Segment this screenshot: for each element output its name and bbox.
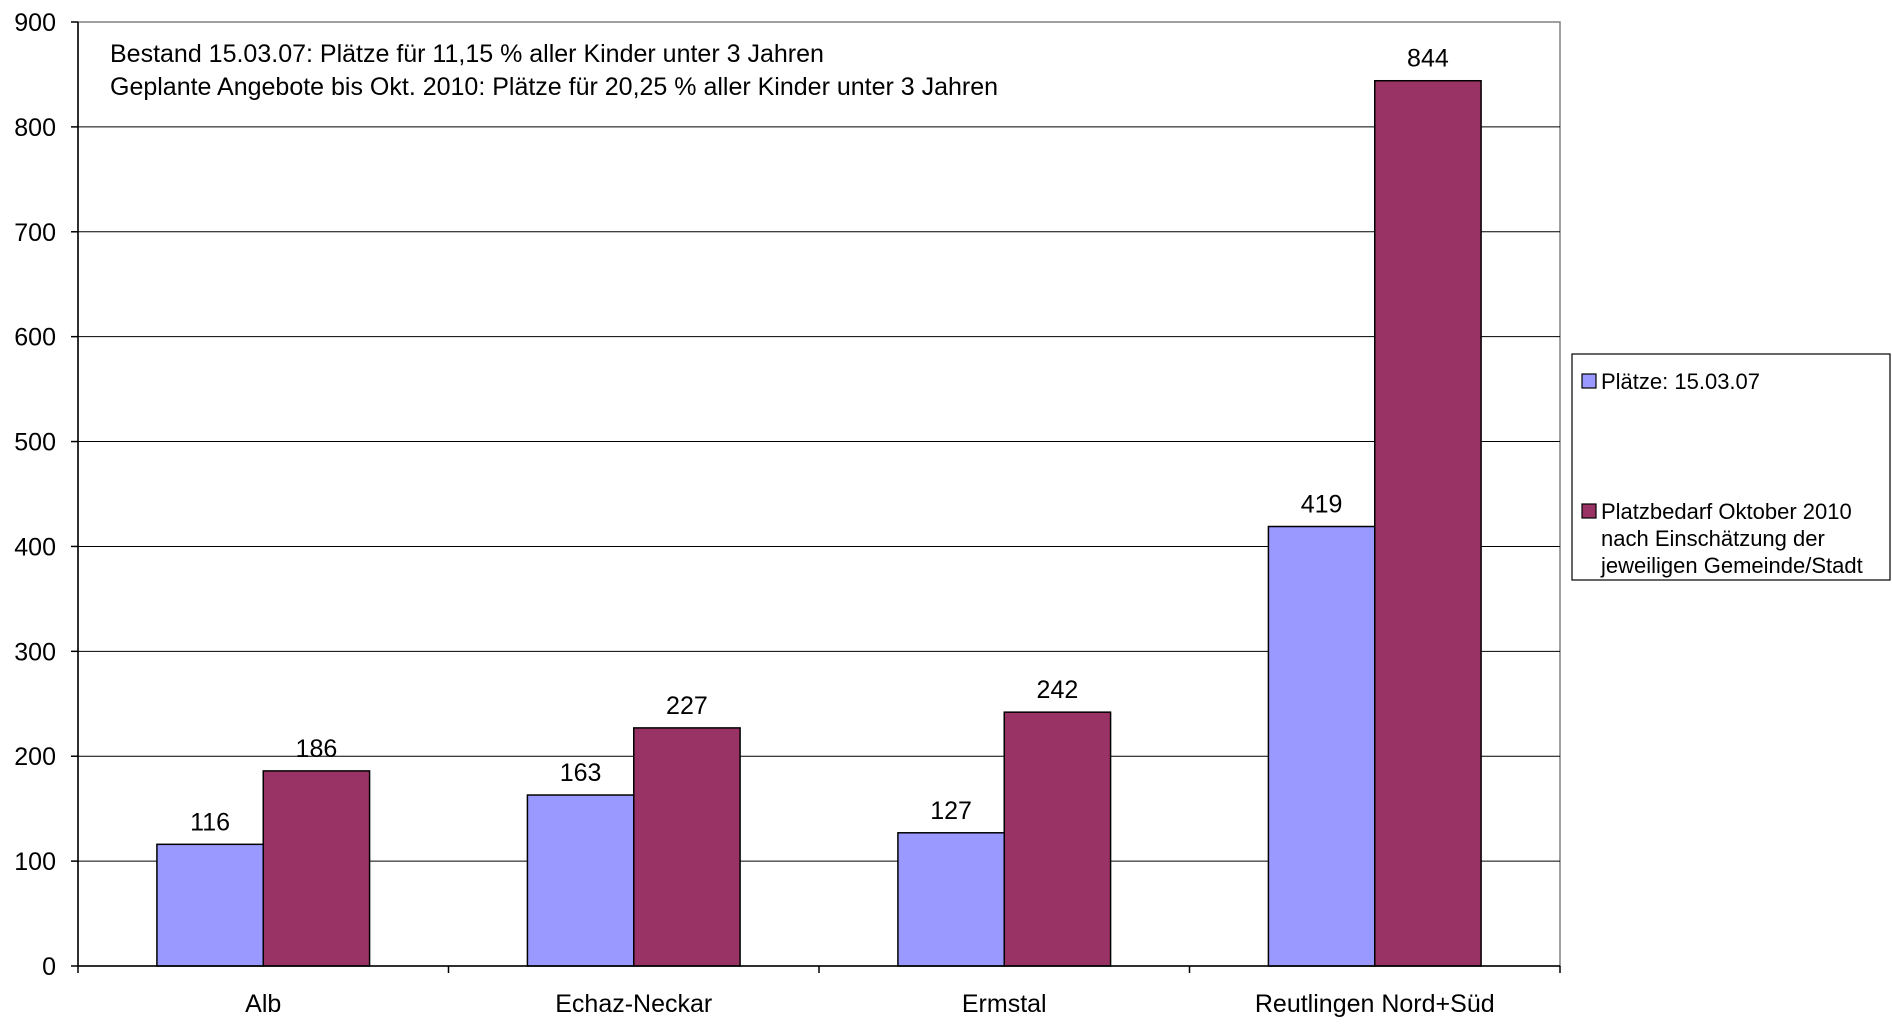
legend-label: jeweiligen Gemeinde/Stadt	[1600, 553, 1863, 578]
legend-swatch	[1581, 503, 1597, 519]
legend-label: Platzbedarf Oktober 2010	[1601, 499, 1852, 524]
x-tick-label: Echaz-Neckar	[555, 990, 712, 1018]
legend-box	[1571, 353, 1891, 581]
data-label: 116	[190, 808, 230, 836]
y-tick-label: 800	[14, 114, 56, 142]
bar-plaetze	[1267, 525, 1376, 967]
y-tick-label: 0	[42, 953, 56, 981]
legend-swatch	[1581, 373, 1597, 389]
annotation-line-2: Geplante Angebote bis Okt. 2010: Plätze …	[110, 73, 998, 101]
axes: 0 100 200 300 400 500 600 700 800 900 Alb Echaz-Nec…	[14, 9, 1561, 1018]
data-label: 419	[1301, 491, 1343, 519]
x-tick-label: Reutlingen Nord+Süd	[1255, 990, 1495, 1018]
bar-plaetze	[156, 843, 264, 967]
y-tick-label: 400	[14, 533, 56, 561]
x-tick-label: Alb	[245, 990, 281, 1018]
annotation-line-1: Bestand 15.03.07: Plätze für 11,15 % all…	[110, 40, 824, 68]
y-tick-label: 100	[14, 848, 56, 876]
y-tick-label: 700	[14, 219, 56, 247]
y-tick-label: 200	[14, 743, 56, 771]
legend-label: Plätze: 15.03.07	[1601, 369, 1760, 394]
data-label: 163	[560, 759, 602, 787]
y-tick-label: 600	[14, 324, 56, 352]
y-tick-label: 900	[14, 9, 56, 37]
y-tick-label: 300	[14, 638, 56, 666]
legend: Plätze: 15.03.07 Platzbedarf Oktober 2010…	[1571, 353, 1891, 581]
bar-platzbedarf	[1003, 711, 1112, 967]
y-tick-label: 500	[14, 429, 56, 457]
bar-platzbedarf	[633, 727, 741, 967]
bar-platzbedarf	[1374, 79, 1482, 967]
data-label: 127	[930, 797, 972, 825]
data-label: 186	[296, 735, 338, 763]
data-label: 242	[1037, 676, 1079, 704]
bar-plaetze	[526, 794, 635, 967]
data-label: 844	[1407, 45, 1449, 73]
legend-label: nach Einschätzung der	[1601, 526, 1825, 551]
bar-platzbedarf	[262, 770, 371, 967]
x-tick-label: Ermstal	[962, 990, 1047, 1018]
bar-plaetze	[897, 832, 1005, 967]
bars	[156, 79, 1482, 967]
data-label: 227	[666, 692, 708, 720]
data-labels: 116 186 163 227 127 242 419 844	[190, 45, 1449, 837]
